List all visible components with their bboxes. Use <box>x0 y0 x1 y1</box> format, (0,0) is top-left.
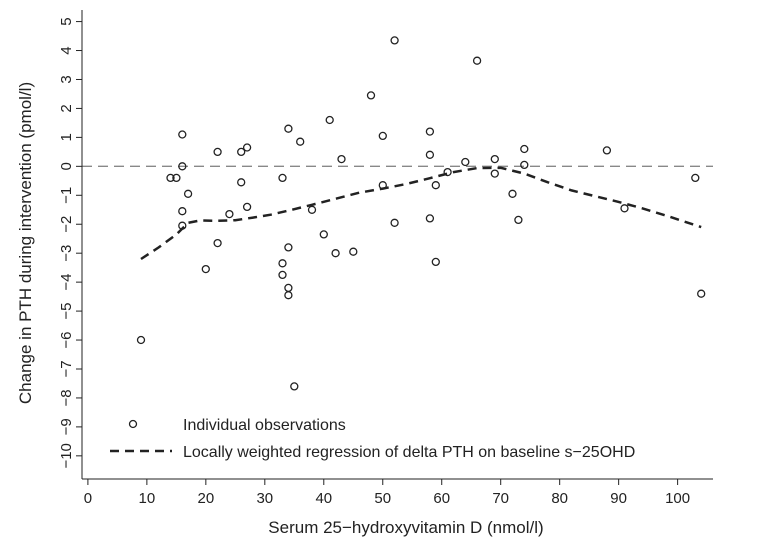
x-tick-label: 10 <box>139 490 156 507</box>
observation-point <box>697 289 706 298</box>
observation-point <box>508 189 517 198</box>
legend-label-observations: Individual observations <box>183 417 346 434</box>
observation-point <box>431 181 440 190</box>
plot-area <box>82 36 713 391</box>
observation-point <box>602 146 612 155</box>
y-tick-label: −10 <box>58 443 75 468</box>
observation-point <box>290 382 299 391</box>
legend-label-regression: Locally weighted regression of delta PTH… <box>183 444 635 461</box>
y-tick-label: −5 <box>58 303 75 320</box>
observation-point <box>178 221 187 230</box>
observation-point <box>520 160 529 170</box>
observation-point <box>472 56 482 65</box>
observation-point <box>237 147 246 157</box>
observation-point <box>178 162 187 171</box>
observation-point <box>349 247 358 256</box>
observation-point <box>284 291 293 300</box>
observation-point <box>166 173 175 183</box>
observation-point <box>490 154 499 164</box>
y-tick-label: −3 <box>58 245 75 262</box>
x-tick-label: 40 <box>315 490 332 507</box>
x-tick-label: 60 <box>433 490 450 507</box>
x-tick-label: 80 <box>551 490 568 507</box>
observation-point <box>425 150 435 159</box>
x-axis-title: Serum 25−hydroxyvitamin D (nmol/l) <box>268 518 543 537</box>
y-tick-label: 0 <box>58 162 75 170</box>
observation-point <box>284 243 293 252</box>
y-tick-label: −1 <box>58 187 75 204</box>
observation-point <box>366 91 376 100</box>
observation-point <box>201 264 210 274</box>
observation-point <box>331 249 340 258</box>
x-tick-label: 30 <box>256 490 273 507</box>
y-tick-label: −9 <box>58 418 75 435</box>
observation-point <box>213 238 222 248</box>
observation-point <box>225 209 234 219</box>
legend: Individual observations Locally weighted… <box>110 417 635 461</box>
y-axis-title: Change in PTH during intervention (pmol/… <box>16 82 35 404</box>
x-tick-label: 100 <box>665 490 690 507</box>
y-tick-label: −2 <box>58 216 75 233</box>
y-tick-label: −4 <box>58 274 75 291</box>
observation-point <box>337 154 346 164</box>
observation-point <box>278 173 287 183</box>
observation-point <box>691 173 700 183</box>
observation-point <box>172 173 181 183</box>
observation-point <box>136 335 146 345</box>
observation-point <box>520 144 529 154</box>
observation-point <box>178 130 187 139</box>
y-tick-label: 2 <box>58 104 75 112</box>
x-tick-label: 20 <box>197 490 214 507</box>
observation-point <box>461 157 470 167</box>
observation-point <box>425 127 435 136</box>
y-tick-label: −6 <box>58 331 75 348</box>
observation-point <box>390 36 399 45</box>
observation-point <box>284 124 293 133</box>
observation-point <box>378 181 387 190</box>
observation-point <box>390 218 399 227</box>
observation-point <box>514 215 523 225</box>
observation-point <box>307 205 317 214</box>
x-tick-label: 70 <box>492 490 509 507</box>
observation-point <box>242 143 252 152</box>
observation-point <box>319 230 328 239</box>
observation-point <box>490 169 499 178</box>
observation-point <box>278 259 287 268</box>
observation-point <box>325 115 334 125</box>
observation-point <box>378 131 387 141</box>
observation-point <box>242 202 252 212</box>
observation-point <box>178 207 187 216</box>
observation-point <box>431 257 440 267</box>
y-tick-label: 4 <box>58 46 75 54</box>
y-tick-label: −8 <box>58 389 75 406</box>
legend-marker-observations <box>128 419 138 429</box>
observation-point <box>237 178 246 187</box>
y-tick-label: −7 <box>58 360 75 377</box>
y-tick-label: 1 <box>58 133 75 141</box>
x-tick-label: 90 <box>610 490 627 507</box>
observation-point <box>443 167 452 177</box>
observation-point <box>620 204 629 213</box>
observation-point <box>425 214 435 223</box>
observation-point <box>213 147 222 157</box>
observation-point <box>278 270 287 280</box>
y-tick-label: 5 <box>58 17 75 25</box>
x-tick-label: 0 <box>84 490 92 507</box>
observation-point <box>183 189 193 198</box>
y-tick-label: 3 <box>58 75 75 83</box>
observation-point <box>296 137 305 146</box>
x-tick-label: 50 <box>374 490 391 507</box>
